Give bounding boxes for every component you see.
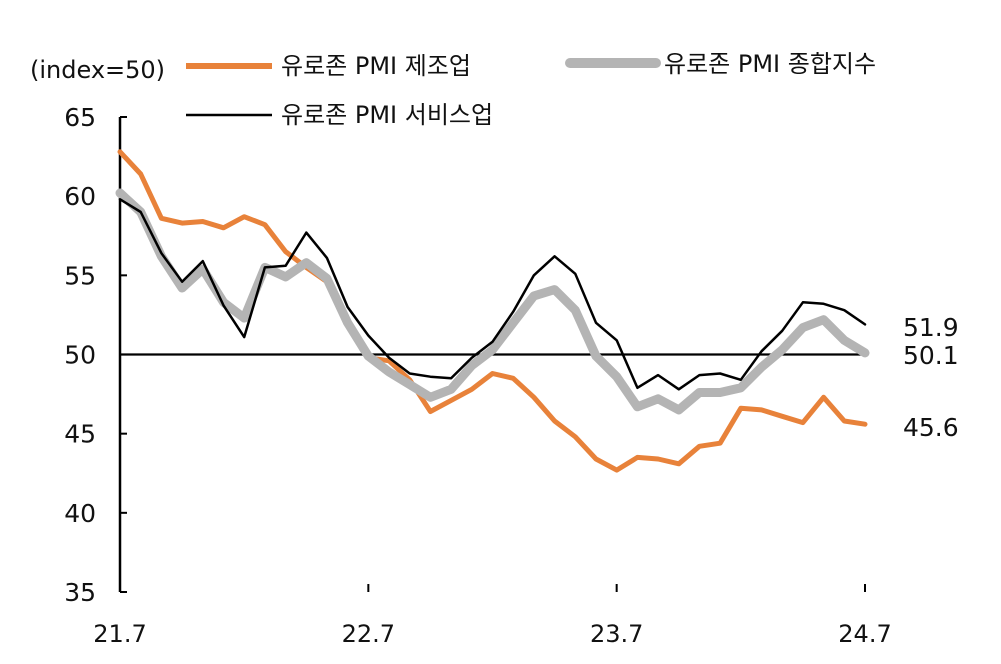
series-manufacturing-line xyxy=(117,149,868,473)
y-tick-label: 45 xyxy=(64,420,96,449)
y-tick-label: 60 xyxy=(64,182,96,211)
end-label-composite: 50.1 xyxy=(903,341,959,370)
legend-item-services: 유로존 PMI 서비스업 xyxy=(186,101,493,129)
end-label-services: 51.9 xyxy=(903,313,959,342)
legend-label-composite: 유로존 PMI 종합지수 xyxy=(664,50,876,78)
y-tick-label: 50 xyxy=(64,341,96,370)
legend-label-services: 유로존 PMI 서비스업 xyxy=(281,101,493,129)
series-layer xyxy=(115,149,870,473)
x-tick-label: 21.7 xyxy=(93,620,146,648)
x-tick-label: 24.7 xyxy=(838,620,891,648)
legend-item-composite: 유로존 PMI 종합지수 xyxy=(565,50,876,78)
legend: 유로존 PMI 제조업 유로존 PMI 종합지수 유로존 PMI 서비스업 xyxy=(186,50,876,129)
series-services-line xyxy=(118,198,867,391)
series-composite-line xyxy=(115,188,870,415)
x-tick-label: 22.7 xyxy=(342,620,395,648)
legend-label-manufacturing: 유로존 PMI 제조업 xyxy=(281,52,471,80)
unit-label: (index=50) xyxy=(30,56,165,84)
y-tick-label: 55 xyxy=(64,261,96,290)
y-tick-label: 40 xyxy=(64,499,96,528)
x-axis: 21.7 22.7 23.7 24.7 xyxy=(93,584,892,648)
x-tick-label: 23.7 xyxy=(590,620,643,648)
end-label-manufacturing: 45.6 xyxy=(903,413,959,442)
y-axis: 65 60 55 50 45 40 35 xyxy=(64,103,127,607)
y-tick-label: 35 xyxy=(64,578,96,607)
legend-item-manufacturing: 유로존 PMI 제조업 xyxy=(186,52,471,80)
end-labels: 45.6 50.151.9 xyxy=(903,313,959,442)
y-tick-label: 65 xyxy=(64,103,96,132)
